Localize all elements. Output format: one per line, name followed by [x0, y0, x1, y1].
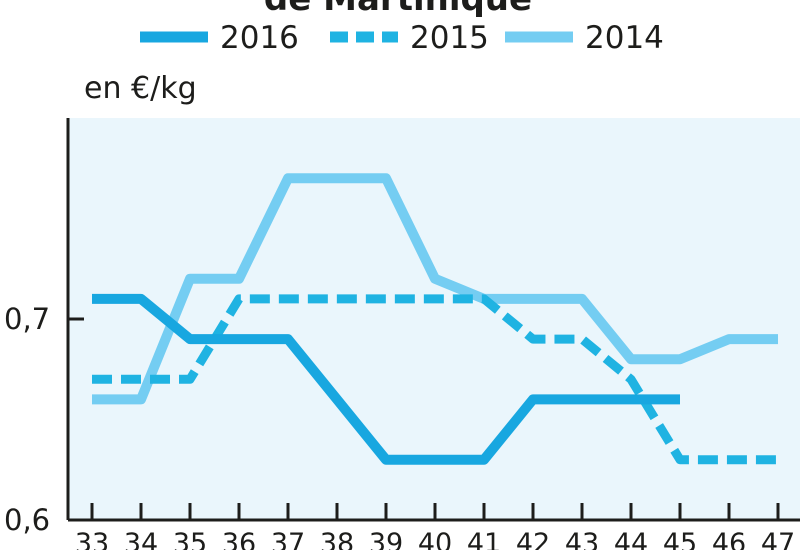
x-tick-label: 44: [614, 528, 648, 550]
legend-label-2016: 2016: [220, 20, 299, 56]
x-axis-ticks: 33 34 35 36 37 38 39 40 41 42 43 44 45 46 47: [75, 503, 795, 550]
series-line-2015: [92, 294, 778, 465]
x-tick-label: 35: [173, 528, 207, 550]
series-line-2016: [92, 293, 680, 465]
x-tick-label: 47: [761, 528, 795, 550]
x-tick-label: 43: [565, 528, 599, 550]
x-tick-label: 36: [222, 528, 256, 550]
series-line-2014: [92, 173, 778, 405]
y-axis-unit-label: en €/kg: [84, 71, 197, 106]
x-tick-label: 46: [712, 528, 746, 550]
x-tick-label: 33: [75, 528, 109, 550]
x-tick-label: 34: [124, 528, 158, 550]
y-tick-label: 0,6: [4, 503, 50, 537]
x-tick-label: 40: [418, 528, 452, 550]
y-tick-label: 0,7: [4, 302, 50, 336]
chart-title: de Martinique: [264, 0, 532, 19]
x-tick-label: 38: [320, 528, 354, 550]
y-axis-ticks: 0,6 0,7: [4, 302, 84, 537]
x-tick-label: 41: [467, 528, 501, 550]
x-tick-label: 45: [663, 528, 697, 550]
legend: 2016 2015 2014: [140, 20, 664, 56]
x-tick-label: 39: [369, 528, 403, 550]
legend-label-2014: 2014: [585, 20, 664, 56]
legend-label-2015: 2015: [410, 20, 489, 56]
x-tick-label: 37: [271, 528, 305, 550]
x-tick-label: 42: [516, 528, 550, 550]
series-layer: [92, 173, 778, 465]
